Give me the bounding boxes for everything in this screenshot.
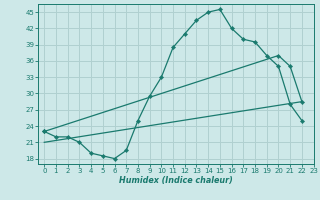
X-axis label: Humidex (Indice chaleur): Humidex (Indice chaleur) [119, 176, 233, 185]
